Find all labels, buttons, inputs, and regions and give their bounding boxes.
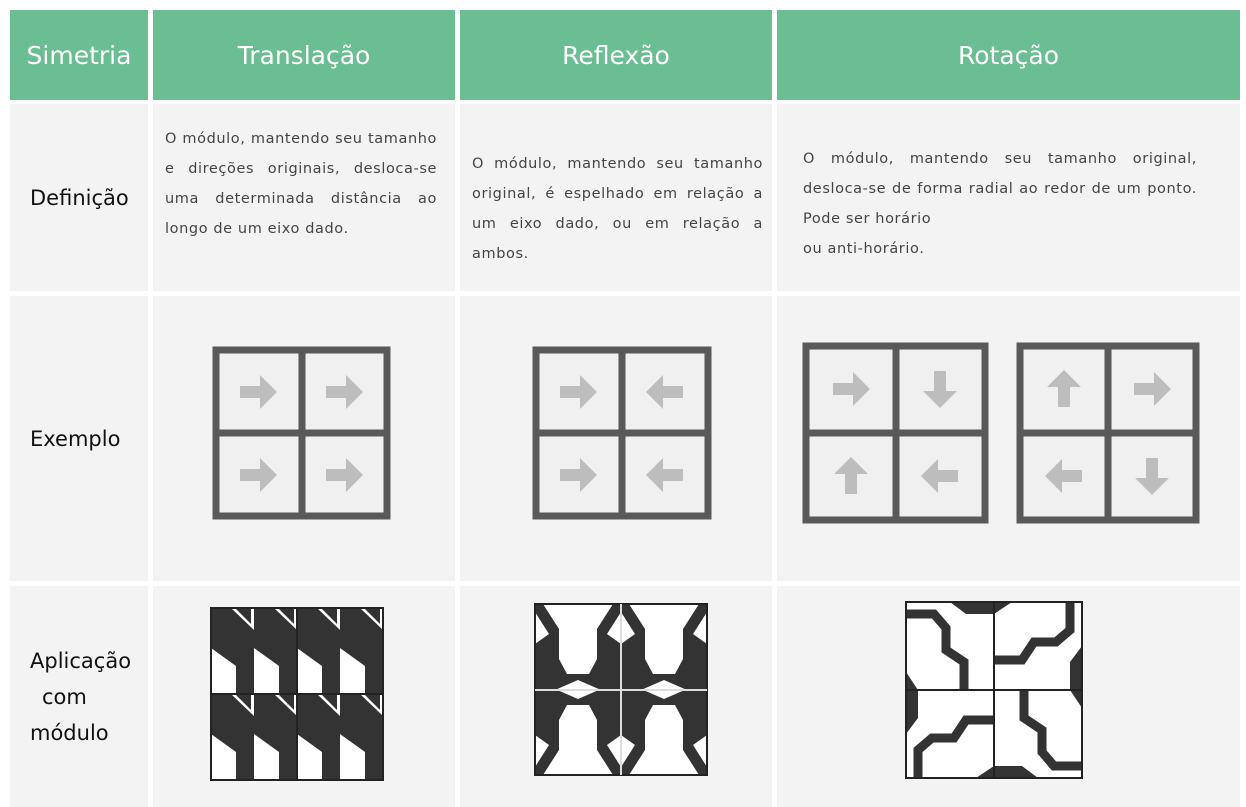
cell: O módulo, mantendo seu tamanho original,… [460, 104, 772, 291]
header-cell: Simetria [10, 10, 148, 100]
cell: O módulo, mantendo seu tamanho e direçõe… [153, 104, 455, 291]
definition: O módulo, mantendo seu tamanho original,… [472, 156, 763, 262]
label-line: Definição [30, 185, 129, 210]
header-cell: Reflexão [460, 10, 772, 100]
definition: O módulo, mantendo seu tamanho original,… [803, 151, 1197, 257]
row-label: Definição [10, 104, 148, 291]
label-line: com [42, 684, 87, 709]
header-cell: Rotação [777, 10, 1240, 100]
label-line: módulo [30, 720, 109, 745]
application-translation [210, 607, 384, 781]
example-translation [212, 346, 391, 520]
application-rotation [906, 602, 1082, 778]
example-rotation [802, 342, 1200, 524]
application-reflection [534, 603, 708, 776]
row-label: Aplicação com módulo [10, 586, 148, 807]
definition: O módulo, mantendo seu tamanho e direçõe… [165, 131, 437, 237]
row-label: Exemplo [10, 296, 148, 581]
label-line: Aplicação [30, 648, 132, 673]
example-reflection [532, 346, 712, 520]
label-line: Exemplo [30, 426, 121, 451]
header-cell: Translação [153, 10, 455, 100]
cell: O módulo, mantendo seu tamanho original,… [777, 104, 1240, 291]
